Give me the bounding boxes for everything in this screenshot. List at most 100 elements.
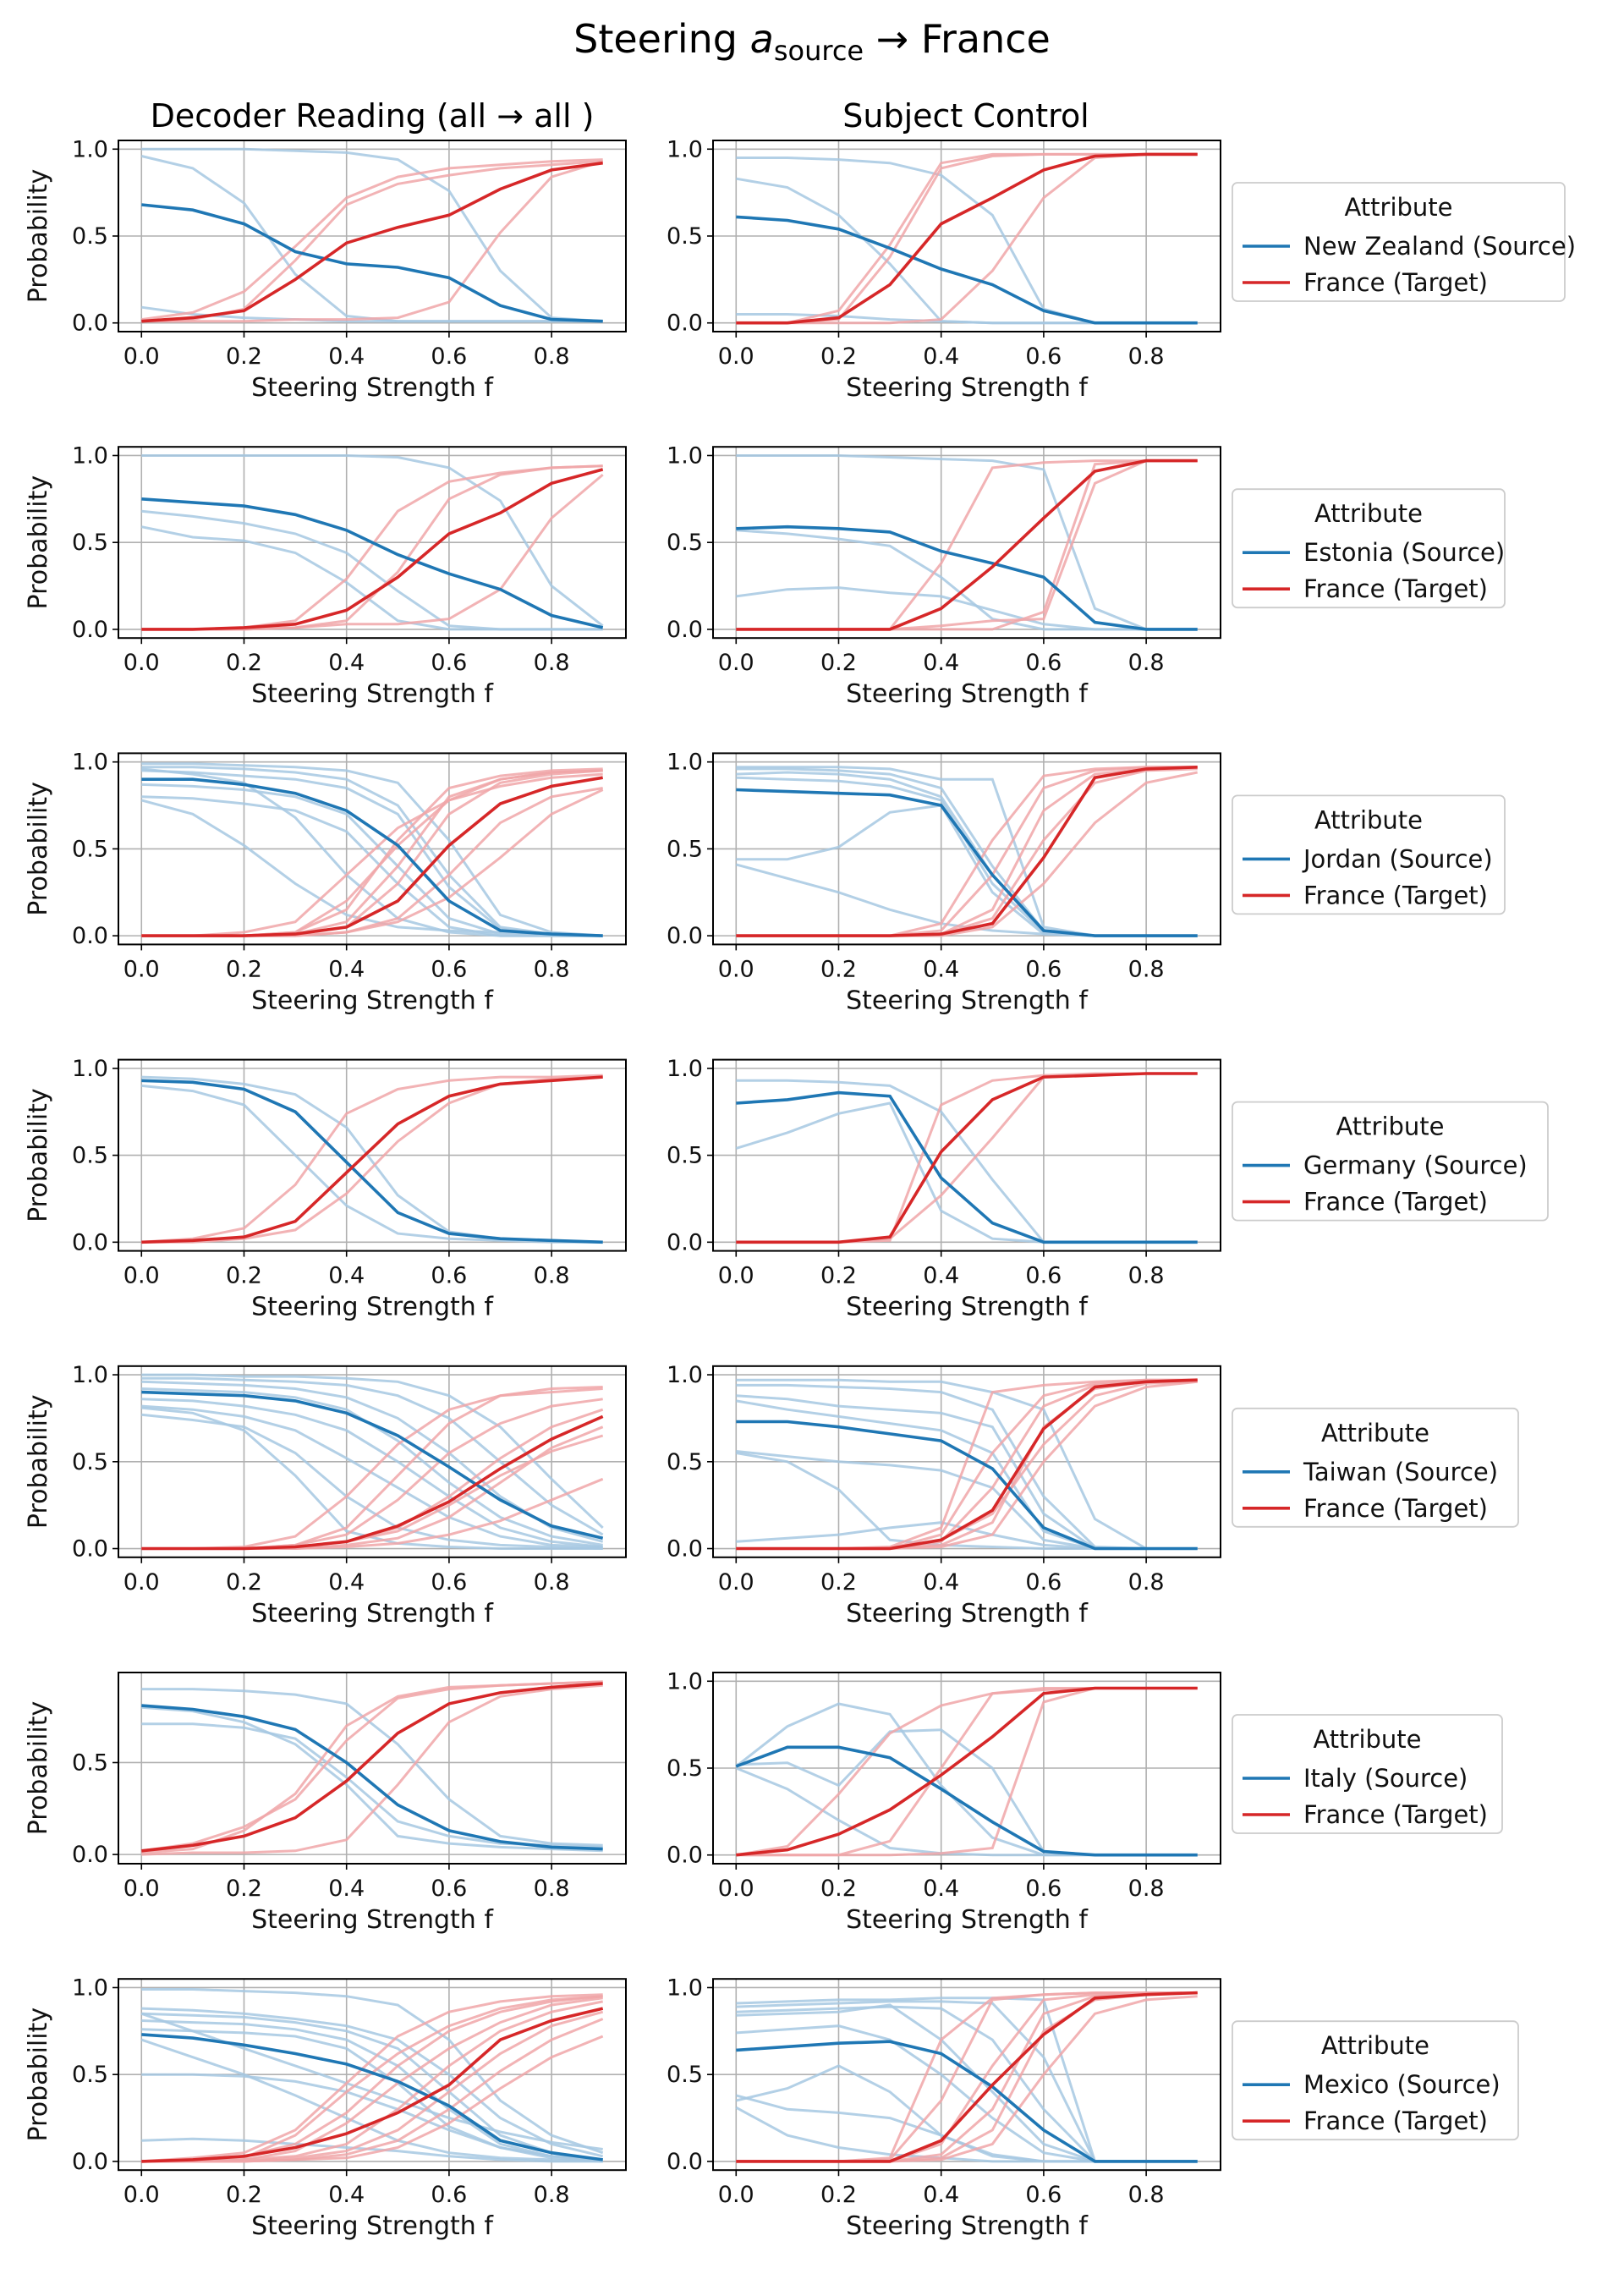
title-variable: a (750, 16, 774, 62)
x-tick-label: 0.2 (820, 343, 857, 370)
y-tick-label: 0.5 (667, 223, 703, 250)
column-title-subject: Subject Control (842, 97, 1089, 135)
target-faint-line (141, 769, 603, 937)
legend: Attribute Germany (Source) France (Target) (1232, 1101, 1549, 1222)
x-axis-label: Steering Strength f (846, 1905, 1089, 1935)
x-tick-label: 0.2 (226, 1263, 262, 1289)
x-tick-label: 0.2 (820, 650, 857, 676)
x-tick-label: 0.0 (718, 1876, 754, 1902)
x-axis: 0.0 0.2 0.4 0.6 0.8 Steering Strength f (718, 944, 1165, 1015)
y-tick-label: 1.0 (667, 1668, 703, 1695)
y-axis-label: Probability (24, 1088, 53, 1222)
source-faint-line (141, 1404, 603, 1548)
legend: Attribute Taiwan (Source) France (Target) (1232, 1407, 1519, 1528)
legend-target-label: France (Target) (1303, 2106, 1488, 2135)
x-tick-label: 0.2 (820, 1569, 857, 1596)
legend: Attribute Jordan (Source) France (Target) (1232, 794, 1506, 915)
grid (713, 1673, 1221, 1864)
x-axis: 0.0 0.2 0.4 0.6 0.8 Steering Strength f (123, 944, 570, 1015)
y-tick-label: 1.0 (667, 750, 703, 776)
source-line (141, 777, 603, 937)
x-tick-label: 0.6 (431, 343, 467, 370)
y-tick-label: 0.0 (667, 1843, 703, 1869)
x-tick-label: 0.6 (1025, 1263, 1062, 1289)
source-faint-line (736, 1079, 1198, 1244)
legend-source-label: Germany (Source) (1303, 1151, 1528, 1180)
x-tick-label: 0.8 (534, 650, 570, 676)
legend-title: Attribute (1313, 1725, 1421, 1754)
legend: Attribute Italy (Source) France (Target) (1232, 1714, 1503, 1834)
source-faint-line (141, 1688, 603, 1847)
legend-source-label: Estonia (Source) (1303, 538, 1505, 567)
panel-decoder: 0.0 0.2 0.4 0.6 0.8 Steering Strength f 0.0 0.5… (24, 1362, 627, 1629)
chart-row: 0.0 0.2 0.4 0.6 0.8 Steering Strength f 0.0 0.5… (24, 750, 1506, 1015)
y-axis: 0.0 0.5 1.0 (667, 1668, 713, 1869)
panel-subject: 0.0 0.2 0.4 0.6 0.8 Steering Strength f 0.0 0.5… (667, 750, 1221, 1015)
x-axis: 0.0 0.2 0.4 0.6 0.8 Steering Strength f (123, 638, 570, 709)
x-axis: 0.0 0.2 0.4 0.6 0.8 Steering Strength f (123, 1250, 570, 1322)
panel-decoder: 0.0 0.2 0.4 0.6 0.8 Steering Strength f 0.0 0.5… (24, 750, 627, 1015)
x-tick-label: 0.0 (718, 2182, 754, 2208)
source-faint-line (141, 1406, 603, 1550)
source-faint-line (141, 1373, 604, 1529)
target-line (141, 468, 604, 631)
y-tick-label: 0.0 (72, 1536, 108, 1563)
source-faint-line (140, 2038, 603, 2163)
panel-subject: 0.0 0.2 0.4 0.6 0.8 Steering Strength f 0.0 0.5… (667, 442, 1221, 709)
y-tick-label: 0.0 (667, 310, 703, 337)
y-tick-label: 0.0 (72, 1229, 108, 1255)
y-axis: 0.0 0.5 1.0 Probability (24, 442, 118, 643)
y-tick-label: 0.5 (72, 836, 108, 862)
y-tick-label: 1.0 (72, 750, 108, 776)
axes-frame (118, 1672, 627, 1865)
panel-decoder: 0.0 0.2 0.4 0.6 0.8 Steering Strength f 0.0 0.5… (24, 1672, 627, 1935)
x-tick-label: 0.0 (123, 2182, 160, 2208)
source-faint-line (141, 2007, 604, 2158)
legend-title: Attribute (1321, 2031, 1429, 2060)
chart-row: 0.0 0.2 0.4 0.6 0.8 Steering Strength f 0.0 0.5… (24, 136, 1576, 403)
y-tick-label: 0.5 (72, 1449, 108, 1475)
source-faint-line (141, 454, 604, 627)
x-tick-label: 0.8 (534, 2182, 570, 2208)
y-tick-label: 0.0 (667, 1229, 703, 1255)
series-lines (141, 454, 604, 631)
source-line (141, 1390, 604, 1540)
title-prefix: Steering (573, 16, 750, 62)
panel-subject: 0.0 0.2 0.4 0.6 0.8 Steering Strength f 0.0 0.5… (667, 1975, 1221, 2241)
x-tick-label: 0.2 (226, 956, 262, 982)
source-line (736, 215, 1198, 325)
series-lines (140, 1988, 604, 2163)
panel-decoder: 0.0 0.2 0.4 0.6 0.8 Steering Strength f 0.0 0.5… (24, 136, 627, 403)
x-tick-label: 0.2 (226, 1569, 262, 1596)
target-faint-line (736, 1378, 1198, 1550)
y-tick-label: 1.0 (667, 442, 703, 469)
y-axis-label: Probability (24, 2008, 53, 2142)
x-tick-label: 0.2 (226, 1876, 262, 1902)
legend-title: Attribute (1344, 193, 1452, 222)
x-axis-label: Steering Strength f (846, 373, 1089, 403)
x-tick-label: 0.4 (923, 343, 959, 370)
source-faint-line (141, 1706, 603, 1853)
legend-source-label: Jordan (Source) (1302, 844, 1493, 873)
x-axis-label: Steering Strength f (251, 373, 494, 403)
series-lines (736, 152, 1198, 325)
target-line (141, 1682, 603, 1853)
x-tick-label: 0.4 (328, 2182, 365, 2208)
y-axis: 0.0 0.5 1.0 Probability (24, 1362, 118, 1563)
y-tick-label: 1.0 (72, 1975, 108, 2001)
legend-target-label: France (Target) (1303, 268, 1488, 297)
target-faint-line (736, 1995, 1198, 2163)
source-faint-line (141, 1084, 603, 1244)
source-faint-line (141, 147, 603, 323)
column-title-decoder: Decoder Reading (all → all ) (151, 97, 595, 135)
target-line (141, 776, 603, 937)
target-line (736, 1991, 1198, 2163)
source-faint-line (141, 769, 603, 937)
x-axis: 0.0 0.2 0.4 0.6 0.8 Steering Strength f (718, 2170, 1165, 2241)
x-axis: 0.0 0.2 0.4 0.6 0.8 Steering Strength f (123, 1557, 570, 1629)
chart-row: 0.0 0.2 0.4 0.6 0.8 Steering Strength f 0.0 0.5… (24, 1975, 1519, 2241)
source-faint-line (735, 2106, 1198, 2163)
x-tick-label: 0.8 (1128, 1569, 1165, 1596)
x-tick-label: 0.2 (820, 1263, 857, 1289)
y-tick-label: 0.0 (667, 923, 703, 949)
